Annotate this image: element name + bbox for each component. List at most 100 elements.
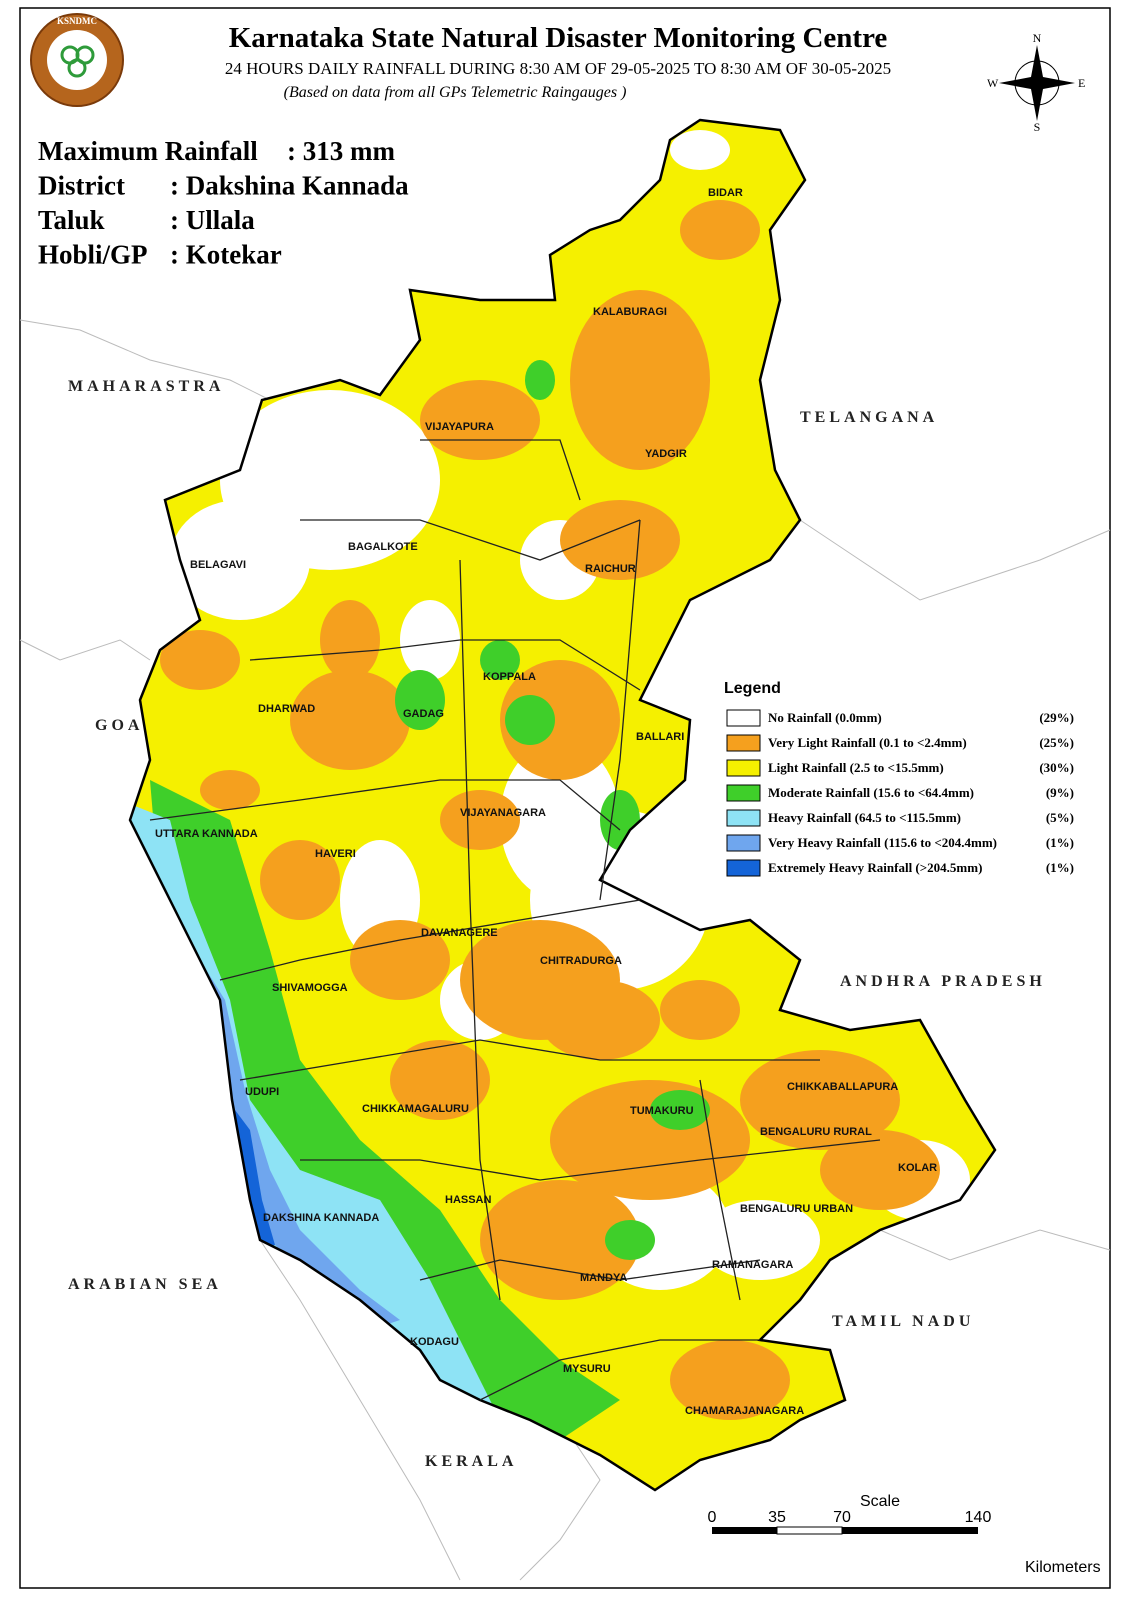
district-border — [149, 779, 621, 831]
state-border — [519, 1419, 601, 1581]
region-label: ANDHRA PRADESH — [840, 973, 1046, 990]
legend-label: Very Heavy Rainfall (115.6 to <204.4mm) — [768, 835, 997, 850]
district-label: VIJAYANAGARA — [460, 807, 546, 819]
district-border — [699, 1079, 741, 1301]
district-labels: BIDAR KALABURAGI VIJAYAPURA YADGIR BAGALKOTE… — [155, 187, 937, 1417]
legend-label: Moderate Rainfall (15.6 to <64.4mm) — [768, 785, 974, 800]
very-light-area — [290, 670, 410, 770]
district-borders — [149, 439, 881, 1401]
info-label: District — [38, 171, 125, 201]
very-light-area — [660, 980, 740, 1040]
title: Karnataka State Natural Disaster Monitor… — [229, 22, 888, 54]
very-light-area — [500, 660, 620, 780]
district-label: KOPPALA — [483, 671, 536, 683]
region-label: MAHARASTRA — [68, 378, 224, 395]
very-light-area — [670, 1340, 790, 1420]
district-label: BENGALURU URBAN — [740, 1203, 853, 1215]
moderate-area — [505, 695, 555, 745]
scale-tick-label: 0 — [708, 1509, 717, 1526]
district-label: DHARWAD — [258, 703, 315, 715]
compass: N E S W — [987, 31, 1085, 134]
no-rain-area — [670, 130, 730, 170]
scale-tick-label: 140 — [965, 1509, 992, 1526]
state-border — [879, 1229, 1111, 1261]
very-light-area — [200, 770, 260, 810]
district-border — [459, 559, 501, 1301]
district-border — [479, 1339, 760, 1401]
legend-label: Extremely Heavy Rainfall (>204.5mm) — [768, 860, 982, 875]
legend-share: (1%) — [1046, 860, 1074, 875]
region-label: TELANGANA — [800, 409, 938, 426]
district-label: KALABURAGI — [593, 306, 667, 318]
region-label: TAMIL NADU — [832, 1313, 974, 1330]
very-light-area — [260, 840, 340, 920]
logo: KSNDMC — [30, 13, 124, 107]
district-label: RAMANAGARA — [712, 1259, 793, 1271]
heavy-area — [130, 800, 500, 1420]
legend-share: (1%) — [1046, 835, 1074, 850]
very-light-area — [440, 790, 520, 850]
district-label: BELAGAVI — [190, 559, 246, 571]
very-light-area — [350, 920, 450, 1000]
scale-tick-label: 70 — [833, 1509, 851, 1526]
district-border — [599, 519, 641, 901]
very-light-area — [160, 630, 240, 690]
legend-swatch — [726, 834, 761, 852]
coastline — [259, 1239, 461, 1581]
district-border — [300, 1139, 881, 1181]
legend-label: Heavy Rainfall (64.5 to <115.5mm) — [768, 810, 961, 825]
very-light-area — [560, 500, 680, 580]
legend-share: (5%) — [1046, 810, 1074, 825]
info-value: : Ullala — [170, 205, 255, 235]
legend-swatch — [726, 809, 761, 827]
max-rainfall-info: Maximum Rainfall: 313 mm District: Dakshi… — [38, 136, 409, 270]
district-label: CHIKKAMAGALURU — [362, 1103, 469, 1115]
legend-share: (29%) — [1039, 710, 1074, 725]
district-border — [419, 1259, 761, 1281]
very-light-area — [740, 1050, 900, 1150]
info-value: : Kotekar — [170, 240, 282, 270]
legend-swatch — [726, 734, 761, 752]
state-border — [19, 319, 271, 401]
district-label: CHAMARAJANAGARA — [685, 1405, 804, 1417]
very-light-area — [570, 290, 710, 470]
compass-w: W — [987, 76, 999, 90]
info-label: Hobli/GP — [38, 240, 148, 270]
legend-title: Legend — [724, 680, 781, 697]
district-label: KODAGU — [410, 1336, 459, 1348]
very-light-area — [480, 1180, 640, 1300]
district-label: HASSAN — [445, 1194, 492, 1206]
extremely-heavy-area — [235, 1110, 275, 1250]
note: (Based on data from all GPs Telemetric R… — [284, 84, 627, 101]
legend-share: (25%) — [1039, 735, 1074, 750]
district-border — [300, 519, 641, 561]
district-label: CHITRADURGA — [540, 955, 622, 967]
scale-title: Scale — [860, 1493, 900, 1510]
very-light-area — [390, 1040, 490, 1120]
district-label: CHIKKABALLAPURA — [787, 1081, 898, 1093]
moderate-area — [525, 360, 555, 400]
district-label: BIDAR — [708, 187, 743, 199]
district-label: SHIVAMOGGA — [272, 982, 348, 994]
scale-bar-segment — [776, 1526, 843, 1535]
district-label: MYSURU — [563, 1363, 611, 1375]
moderate-area — [650, 1090, 710, 1130]
moderate-area — [480, 640, 520, 680]
no-rain-area — [700, 1200, 820, 1280]
very-light-area — [320, 600, 380, 680]
very-light-area — [540, 980, 660, 1060]
district-label: TUMAKURU — [630, 1105, 694, 1117]
legend-label: Light Rainfall (2.5 to <15.5mm) — [768, 760, 944, 775]
district-label: GADAG — [403, 708, 444, 720]
district-label: BENGALURU RURAL — [760, 1126, 872, 1138]
district-label: KOLAR — [898, 1162, 937, 1174]
info-label: Taluk — [38, 205, 105, 235]
legend-label: Very Light Rainfall (0.1 to <2.4mm) — [768, 735, 967, 750]
district-label: BAGALKOTE — [348, 541, 418, 553]
scale-tick-label: 35 — [768, 1509, 786, 1526]
legend-swatch — [726, 709, 761, 727]
region-labels: MAHARASTRA TELANGANA GOA ANDHRA PRADESH ARAB… — [68, 378, 1046, 1470]
district-label: UDUPI — [245, 1086, 279, 1098]
district-border — [249, 639, 641, 691]
